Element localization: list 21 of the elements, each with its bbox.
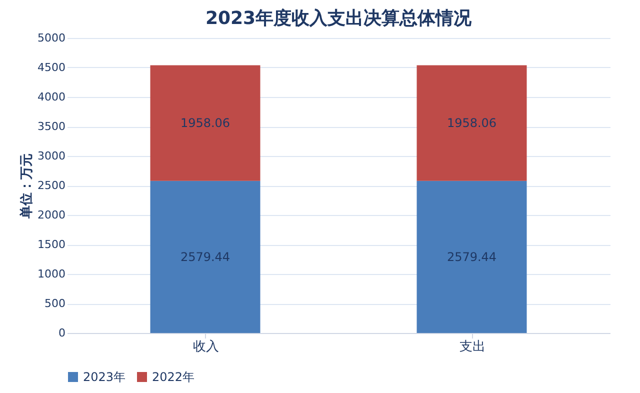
- y-tick-label: 4000: [38, 90, 66, 104]
- data-label: 1958.06: [180, 116, 230, 130]
- data-label: 2579.44: [446, 250, 497, 264]
- y-tick-label: 0: [58, 326, 66, 340]
- y-tick-label: 1500: [38, 238, 66, 251]
- x-tick-label: 支出: [459, 340, 486, 354]
- chart-title: 2023年度收入支出决算总体情况: [205, 8, 473, 29]
- y-tick-label: 500: [44, 297, 66, 310]
- y-tick-label: 5000: [38, 32, 66, 44]
- legend-label: 2022年: [152, 370, 195, 384]
- y-axis-title: 单位：万元: [18, 154, 35, 220]
- y-tick-label: 1000: [38, 268, 66, 280]
- data-label: 2579.44: [180, 250, 230, 264]
- legend-label: 2023年: [83, 370, 126, 384]
- data-label: 1958.06: [446, 116, 497, 130]
- y-tick-label: 2500: [38, 179, 66, 192]
- x-tick-label: 收入: [192, 340, 219, 354]
- y-tick-label: 3500: [38, 120, 66, 133]
- y-tick-label: 3000: [38, 150, 66, 162]
- y-tick-label: 2000: [38, 208, 66, 222]
- y-tick-label: 4500: [38, 61, 66, 74]
